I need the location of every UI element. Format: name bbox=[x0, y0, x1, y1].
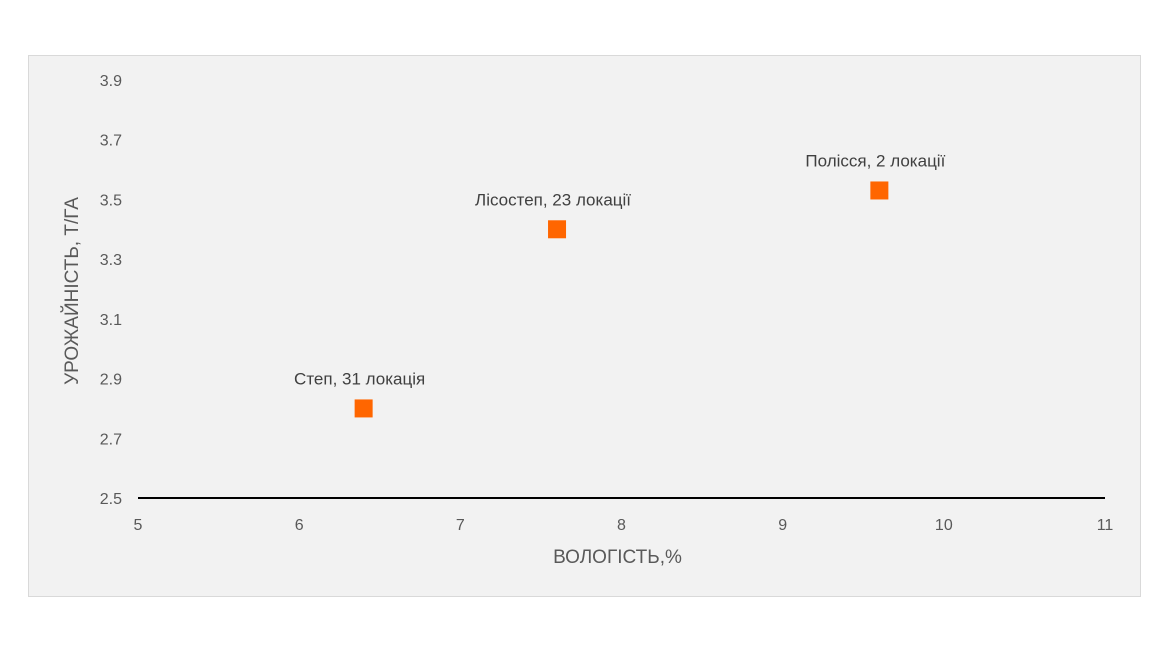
y-tick-label: 3.3 bbox=[100, 252, 122, 269]
y-tick-label: 3.1 bbox=[100, 312, 122, 329]
x-tick-label: 5 bbox=[134, 517, 143, 534]
y-tick-label: 2.9 bbox=[100, 372, 122, 389]
chart-area bbox=[28, 55, 1141, 597]
x-tick-label: 6 bbox=[295, 517, 304, 534]
x-tick-label: 7 bbox=[456, 517, 465, 534]
y-axis-title: УРОЖАЙНІСТЬ, Т/ГА bbox=[61, 197, 83, 385]
x-tick-label: 11 bbox=[1097, 517, 1114, 534]
x-axis-ticks: 5 6 7 8 9 10 11 bbox=[134, 517, 1114, 534]
y-tick-label: 3.7 bbox=[100, 133, 122, 150]
x-tick-label: 9 bbox=[778, 517, 787, 534]
data-point-label: Степ, 31 локація bbox=[294, 369, 425, 388]
y-axis-ticks: 2.5 2.7 2.9 3.1 3.3 3.5 3.7 3.9 bbox=[100, 73, 122, 508]
data-point-marker bbox=[548, 220, 567, 239]
data-points: Степ, 31 локація Лісостеп, 23 локації Полі… bbox=[294, 151, 946, 418]
data-point-marker bbox=[870, 181, 889, 200]
y-tick-label: 3.5 bbox=[100, 192, 122, 209]
x-tick-label: 10 bbox=[935, 517, 953, 534]
x-tick-label: 8 bbox=[617, 517, 626, 534]
data-point-label: Полісся, 2 локації bbox=[805, 151, 945, 170]
y-tick-label: 2.5 bbox=[100, 491, 122, 508]
y-tick-label: 3.9 bbox=[100, 73, 122, 90]
data-point-marker bbox=[354, 399, 373, 418]
data-point-label: Лісостеп, 23 локації bbox=[475, 190, 631, 209]
x-axis-title: ВОЛОГІСТЬ,% bbox=[553, 547, 682, 568]
y-tick-label: 2.7 bbox=[100, 431, 122, 448]
